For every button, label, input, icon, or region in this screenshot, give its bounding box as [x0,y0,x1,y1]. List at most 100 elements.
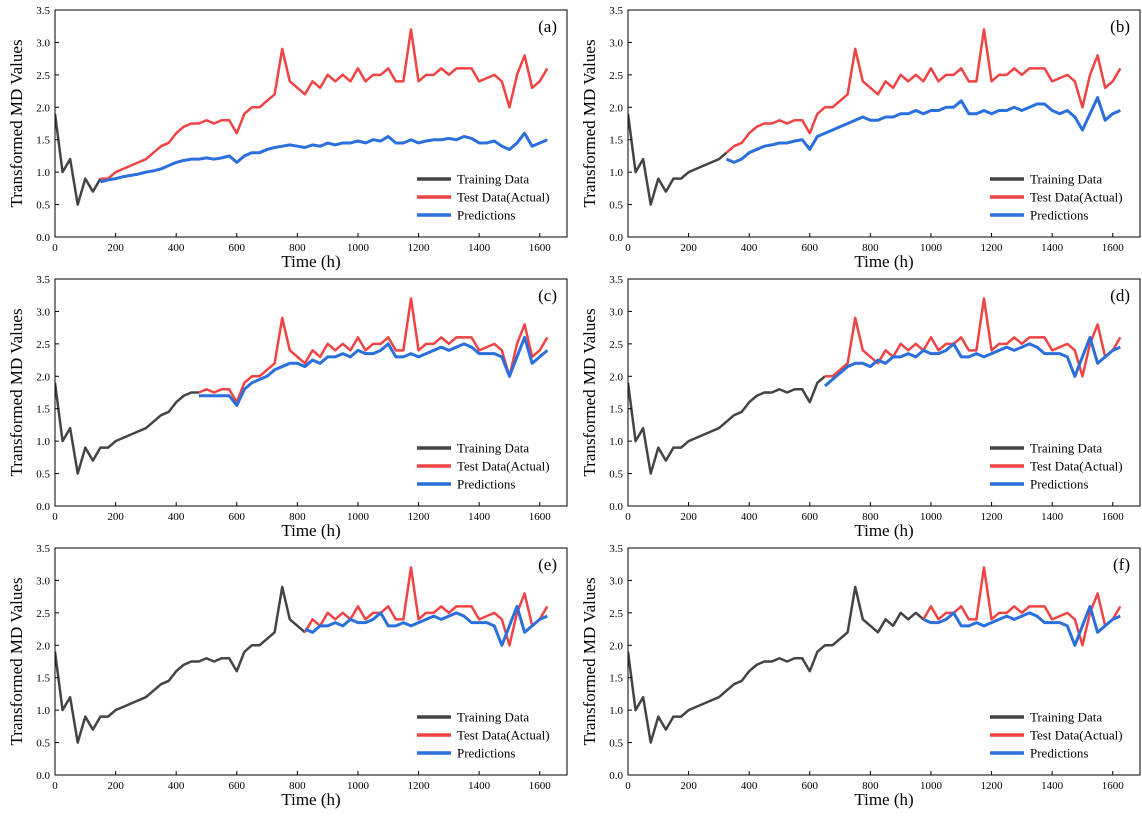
x-tick-label: 1200 [981,511,1004,523]
y-tick-label: 0.5 [609,469,623,481]
y-tick-label: 2.0 [36,102,50,114]
y-tick-label: 2.0 [36,371,50,383]
x-tick-label: 600 [229,242,246,254]
panel-label: (a) [538,17,557,36]
y-tick-label: 1.0 [36,436,50,448]
y-tick-label: 1.5 [36,673,50,685]
y-tick-label: 3.0 [609,306,623,318]
x-tick-label: 400 [168,242,185,254]
panel: 0.0 0.5 1.0 1.5 2.0 2.5 3.0 3.5 0 200 400 600 800 100… [580,543,1141,809]
x-tick-label: 600 [802,511,819,523]
plot-area [628,297,1122,475]
panel: 0.0 0.5 1.0 1.5 2.0 2.5 3.0 3.5 0 200 400 600 800 100… [7,274,568,540]
x-tick-label: 400 [168,780,185,792]
x-tick-label: 200 [680,780,697,792]
y-tick-label: 2.0 [609,102,623,114]
y-tick-label: 3.0 [609,37,623,49]
x-tick-label: 800 [289,511,306,523]
y-axis-label: Transformed MD Values [580,39,599,207]
y-tick-label: 0.0 [36,501,50,513]
y-tick-label: 2.0 [36,640,50,652]
x-tick-label: 800 [862,780,879,792]
panel-label: (c) [538,286,557,305]
x-tick-label: 200 [107,242,124,254]
y-tick-label: 2.5 [609,339,623,351]
frame [54,547,568,776]
series-line [304,604,548,647]
panel-label: (b) [1110,17,1130,36]
y-tick-label: 3.5 [609,274,623,286]
x-tick-label: 800 [289,242,306,254]
legend-label: Test Data(Actual) [1030,190,1123,205]
y-tick-label: 1.0 [609,705,623,717]
x-tick-label: 1200 [408,780,431,792]
plot-area [55,28,549,206]
legend-label: Training Data [1030,710,1102,725]
legend-label: Test Data(Actual) [1030,728,1123,743]
y-tick-label: 3.0 [609,575,623,587]
y-tick-label: 2.5 [36,608,50,620]
y-tick-label: 0.5 [36,469,50,481]
y-tick-label: 2.5 [609,608,623,620]
series-line [628,375,826,475]
series-line [55,382,199,475]
frame [627,9,1141,238]
y-axis-label: Transformed MD Values [580,577,599,745]
series-line [725,28,1122,154]
y-axis-label: Transformed MD Values [7,577,26,745]
legend-label: Test Data(Actual) [457,459,550,474]
x-tick-label: 1000 [347,511,370,523]
panel-label: (f) [1113,555,1130,574]
x-tick-label: 0 [625,511,631,523]
legend-label: Training Data [457,172,529,187]
x-tick-label: 1000 [920,242,943,254]
legend-label: Predictions [1030,477,1089,492]
y-tick-label: 0.0 [36,770,50,782]
legend-label: Training Data [1030,441,1102,456]
x-tick-label: 0 [625,780,631,792]
series-line [823,335,1121,388]
y-tick-label: 3.0 [36,306,50,318]
y-tick-label: 0.5 [36,200,50,212]
x-tick-label: 1400 [468,511,491,523]
x-tick-label: 400 [741,780,758,792]
frame [627,278,1141,507]
y-tick-label: 1.5 [609,135,623,147]
x-tick-label: 400 [168,511,185,523]
y-tick-label: 3.0 [36,37,50,49]
x-tick-label: 1400 [468,780,491,792]
y-tick-label: 0.0 [609,232,623,244]
x-tick-label: 200 [680,242,697,254]
y-tick-label: 2.5 [36,339,50,351]
legend-label: Test Data(Actual) [1030,459,1123,474]
series-line [100,28,549,180]
x-tick-label: 1000 [347,242,370,254]
panel-label: (e) [538,555,557,574]
x-axis-label: Time (h) [854,521,913,540]
x-tick-label: 600 [229,511,246,523]
y-tick-label: 1.0 [609,167,623,179]
legend-label: Training Data [1030,172,1102,187]
x-tick-label: 1400 [468,242,491,254]
y-axis-label: Transformed MD Values [580,308,599,476]
x-axis-label: Time (h) [854,252,913,271]
x-tick-label: 1200 [408,242,431,254]
x-tick-label: 800 [862,511,879,523]
x-tick-label: 1400 [1041,242,1064,254]
x-tick-label: 400 [741,511,758,523]
x-tick-label: 400 [741,242,758,254]
series-line [824,297,1122,378]
x-tick-label: 0 [52,242,58,254]
x-tick-label: 1600 [529,780,552,792]
series-line [628,113,728,206]
y-tick-label: 0.5 [609,200,623,212]
series-line [198,335,549,407]
x-tick-label: 1400 [1041,780,1064,792]
series-line [922,566,1122,647]
x-tick-label: 200 [680,511,697,523]
panel: 0.0 0.5 1.0 1.5 2.0 2.5 3.0 3.5 0 200 400 600 800 100… [580,274,1141,540]
y-tick-label: 0.5 [36,738,50,750]
x-tick-label: 1200 [981,780,1004,792]
x-tick-label: 1000 [920,511,943,523]
x-tick-label: 1600 [529,511,552,523]
